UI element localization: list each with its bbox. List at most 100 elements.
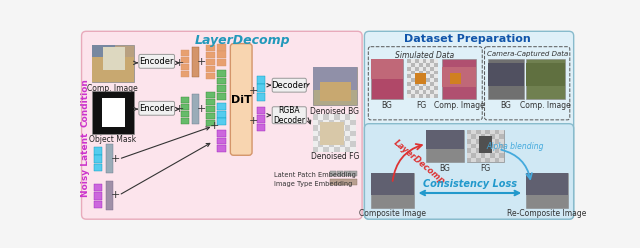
Bar xyxy=(411,74,415,78)
FancyBboxPatch shape xyxy=(272,78,307,92)
Bar xyxy=(329,147,334,152)
Bar xyxy=(206,106,215,112)
Bar xyxy=(426,59,430,63)
Bar xyxy=(103,47,125,70)
Bar xyxy=(490,153,495,157)
Bar xyxy=(411,82,415,86)
Bar xyxy=(415,63,419,67)
Bar xyxy=(312,115,318,120)
Bar xyxy=(430,74,434,78)
Bar xyxy=(415,86,419,90)
Bar xyxy=(334,141,340,147)
Bar xyxy=(411,67,415,71)
Bar xyxy=(323,125,329,131)
Text: DiT: DiT xyxy=(231,95,252,105)
Bar xyxy=(344,171,349,176)
Bar xyxy=(257,93,265,101)
Bar xyxy=(340,136,345,141)
Text: +: + xyxy=(249,86,259,96)
Bar xyxy=(430,71,434,74)
Bar xyxy=(191,94,198,124)
Bar xyxy=(419,63,422,67)
Bar xyxy=(217,77,226,84)
Bar xyxy=(481,153,485,157)
Bar xyxy=(476,139,481,144)
Bar xyxy=(499,134,504,139)
Bar xyxy=(217,44,226,51)
Bar xyxy=(415,82,419,86)
Bar xyxy=(467,130,472,134)
Bar xyxy=(422,74,426,78)
Bar xyxy=(371,59,403,99)
Bar xyxy=(351,136,356,141)
Bar xyxy=(476,157,481,162)
Text: Decoder: Decoder xyxy=(271,81,307,90)
Text: Latent Patch Embedding: Latent Patch Embedding xyxy=(274,172,356,178)
FancyBboxPatch shape xyxy=(364,124,573,219)
Bar xyxy=(92,91,134,134)
Bar xyxy=(217,145,226,152)
Bar xyxy=(407,86,411,90)
Bar xyxy=(490,157,495,162)
Bar xyxy=(94,192,102,200)
Text: +: + xyxy=(111,154,120,164)
Bar xyxy=(419,94,422,97)
Bar xyxy=(206,113,215,119)
Bar xyxy=(257,84,265,92)
Bar xyxy=(407,94,411,97)
Bar xyxy=(527,59,565,99)
Bar xyxy=(206,120,215,126)
Bar xyxy=(419,90,422,94)
FancyBboxPatch shape xyxy=(139,101,175,115)
Bar xyxy=(434,86,438,90)
Text: +: + xyxy=(175,104,184,114)
Bar xyxy=(318,141,323,147)
Bar xyxy=(206,59,215,65)
Bar xyxy=(426,82,430,86)
Bar xyxy=(525,173,568,194)
Bar xyxy=(499,148,504,153)
Bar xyxy=(312,67,358,90)
Bar xyxy=(312,136,318,141)
Bar xyxy=(312,141,318,147)
Bar xyxy=(485,148,490,153)
Bar xyxy=(206,66,215,72)
Bar xyxy=(476,134,481,139)
Bar xyxy=(481,134,485,139)
Bar xyxy=(411,63,415,67)
Bar xyxy=(217,85,226,92)
Text: LayerDecomp: LayerDecomp xyxy=(392,138,447,186)
Bar xyxy=(426,130,463,162)
Text: Simulated Data: Simulated Data xyxy=(396,51,454,60)
Bar xyxy=(351,147,356,152)
Text: +: + xyxy=(111,190,120,200)
Bar xyxy=(476,144,481,148)
Bar xyxy=(180,57,189,63)
Bar xyxy=(330,179,356,185)
Bar xyxy=(340,141,345,147)
Bar xyxy=(485,130,490,134)
Bar xyxy=(206,99,215,105)
Bar xyxy=(257,107,265,115)
Bar xyxy=(206,73,215,79)
Bar xyxy=(426,130,463,149)
Bar xyxy=(476,148,481,153)
Bar xyxy=(419,67,422,71)
Bar xyxy=(422,86,426,90)
Bar xyxy=(415,78,419,82)
Bar xyxy=(434,90,438,94)
Bar xyxy=(499,144,504,148)
Bar xyxy=(337,171,343,176)
Bar xyxy=(422,78,426,82)
Bar xyxy=(467,153,472,157)
Bar xyxy=(217,111,226,118)
Bar xyxy=(206,92,215,98)
FancyBboxPatch shape xyxy=(272,107,307,124)
Text: +: + xyxy=(209,121,219,131)
Text: BG: BG xyxy=(440,164,451,173)
Bar xyxy=(415,67,419,71)
Bar xyxy=(430,94,434,97)
Bar xyxy=(371,173,414,194)
Bar xyxy=(419,59,422,63)
Bar xyxy=(422,59,426,63)
